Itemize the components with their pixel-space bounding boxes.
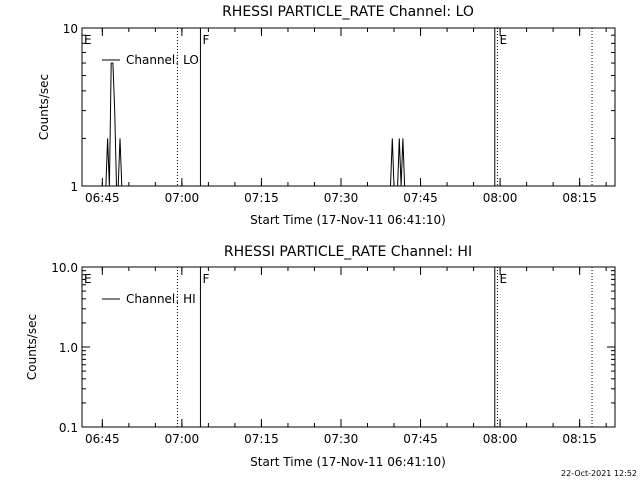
x-tick-label-lo-4: 07:45 bbox=[403, 191, 438, 205]
x-tick-label-hi-1: 07:00 bbox=[165, 432, 200, 446]
y-tick-label-hi-0: 0.1 bbox=[59, 421, 78, 435]
x-tick-label-lo-1: 07:00 bbox=[165, 191, 200, 205]
chart-title-hi: RHESSI PARTICLE_RATE Channel: HI bbox=[224, 244, 472, 260]
panel-hi: RHESSI PARTICLE_RATE Channel: HI 06:45 07… bbox=[25, 244, 616, 469]
x-tick-label-lo-0: 06:45 bbox=[85, 191, 120, 205]
y-tick-label-lo-0: 1 bbox=[70, 180, 78, 194]
x-axis-label-lo: Start Time (17-Nov-11 06:41:10) bbox=[250, 213, 446, 227]
footer-timestamp: 22-Oct-2021 12:52 bbox=[561, 469, 637, 478]
x-tick-label-hi-2: 07:15 bbox=[244, 432, 279, 446]
y-tick-label-hi-1: 1.0 bbox=[59, 341, 78, 355]
x-tick-label-lo-5: 08:00 bbox=[483, 191, 518, 205]
marker-label-hi-4: E bbox=[499, 272, 507, 286]
x-tick-label-lo-6: 08:15 bbox=[562, 191, 597, 205]
y-axis-label-hi: Counts/sec bbox=[25, 314, 39, 380]
x-tick-label-hi-0: 06:45 bbox=[85, 432, 120, 446]
x-tick-label-hi-6: 08:15 bbox=[562, 432, 597, 446]
x-tick-label-lo-2: 07:15 bbox=[244, 191, 279, 205]
chart-title-lo: RHESSI PARTICLE_RATE Channel: LO bbox=[222, 4, 474, 20]
y-tick-label-hi-2: 10.0 bbox=[51, 261, 78, 275]
marker-label-hi-2: F bbox=[202, 272, 209, 286]
panel-lo: RHESSI PARTICLE_RATE Channel: LO 06:45 07… bbox=[37, 4, 616, 227]
x-tick-label-lo-3: 07:30 bbox=[324, 191, 359, 205]
legend-label-lo: Channel: LO bbox=[126, 53, 199, 67]
y-axis-label-lo: Counts/sec bbox=[37, 74, 51, 140]
marker-label-lo-2: F bbox=[202, 33, 209, 47]
series-line-lo-0 bbox=[104, 62, 409, 187]
x-axis-label-hi: Start Time (17-Nov-11 06:41:10) bbox=[250, 455, 446, 469]
x-tick-label-hi-3: 07:30 bbox=[324, 432, 359, 446]
y-tick-label-lo-1: 10 bbox=[63, 22, 78, 36]
legend-label-hi: Channel: HI bbox=[126, 292, 196, 306]
x-tick-label-hi-5: 08:00 bbox=[483, 432, 518, 446]
marker-label-lo-0: E bbox=[84, 33, 92, 47]
x-tick-label-hi-4: 07:45 bbox=[403, 432, 438, 446]
marker-label-lo-4: E bbox=[499, 33, 507, 47]
marker-label-hi-0: E bbox=[84, 272, 92, 286]
